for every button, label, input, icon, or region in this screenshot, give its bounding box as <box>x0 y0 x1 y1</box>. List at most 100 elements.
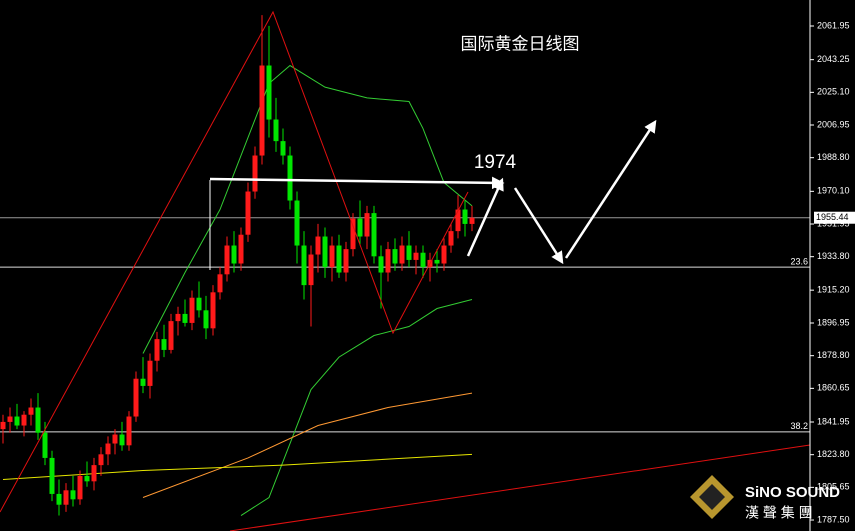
indicator-line <box>142 64 473 354</box>
y-tick-label: 1787.50 <box>817 514 850 524</box>
candle-body <box>413 252 419 260</box>
candle-body <box>105 443 111 455</box>
candle-body <box>441 245 447 264</box>
forecast-arrow <box>466 177 504 257</box>
annotation: 1974 <box>474 152 517 173</box>
candle-body <box>252 155 258 192</box>
candle-body <box>196 297 202 311</box>
y-tick-label: 1841.95 <box>817 416 850 426</box>
candle-body <box>147 360 153 386</box>
chart-title: 国际黄金日线图 <box>461 34 580 53</box>
candle-body <box>168 321 174 350</box>
candle-body <box>385 249 391 273</box>
forecast-arrow <box>513 187 564 265</box>
candle-body <box>301 245 307 286</box>
indicator-line <box>240 299 473 516</box>
candle-body <box>308 254 314 286</box>
candle-body <box>287 155 293 201</box>
y-tick-label: 1970.10 <box>817 186 850 196</box>
plot-area: 23.6 38.2 <box>0 15 810 516</box>
candle-body <box>350 218 356 250</box>
candle-body <box>273 119 279 142</box>
trend-line <box>229 444 811 531</box>
candle-body <box>448 231 454 246</box>
candle-body <box>84 475 90 482</box>
candle-body <box>245 191 251 235</box>
y-tick-label: 1823.80 <box>817 449 850 459</box>
candle-body <box>434 259 440 264</box>
candle-body <box>392 249 398 264</box>
y-tick-label: 1860.65 <box>817 383 850 393</box>
candle-body <box>259 65 265 156</box>
candle-body <box>217 274 223 293</box>
candle-body <box>21 414 27 426</box>
candle-body <box>119 434 125 446</box>
candle-body <box>399 245 405 264</box>
candle-body <box>462 209 468 224</box>
y-tick-label: 1915.20 <box>817 285 850 295</box>
candle-body <box>378 256 384 273</box>
candle-body <box>7 416 13 422</box>
candle-body <box>98 454 104 466</box>
candle-body <box>91 465 97 482</box>
candle-body <box>266 65 272 120</box>
candle-body <box>210 292 216 329</box>
candle-body <box>77 475 83 500</box>
y-tick-label: 1988.80 <box>817 152 850 162</box>
candle-body <box>189 297 195 323</box>
candle-body <box>63 490 69 505</box>
fib-label: 38.2 <box>790 421 808 431</box>
candle-body <box>322 236 328 268</box>
candle-body <box>224 245 230 275</box>
candle-body <box>420 252 426 268</box>
candle-body <box>175 313 181 322</box>
logo-subtitle: 漢 聲 集 團 <box>745 505 813 521</box>
candle-body <box>112 434 118 444</box>
candle-body <box>238 234 244 264</box>
candle-body <box>0 421 6 430</box>
y-tick-label: 1896.95 <box>817 317 850 327</box>
candle-body <box>315 236 321 255</box>
candle-body <box>371 213 377 257</box>
candle-body <box>329 245 335 268</box>
current-price-box <box>814 211 855 224</box>
candle-body <box>336 245 342 273</box>
indicator-line <box>2 453 473 481</box>
candle-body <box>182 313 188 323</box>
candle-body <box>469 217 475 224</box>
candle-body <box>140 378 146 386</box>
candle-body <box>455 209 461 232</box>
y-tick-label: 1878.80 <box>817 350 850 360</box>
candle-body <box>406 245 412 260</box>
candle-body <box>28 407 34 415</box>
candle-body <box>364 213 370 237</box>
target-arrow <box>209 176 505 190</box>
forecast-arrow <box>564 119 657 259</box>
y-tick-label: 2025.10 <box>817 87 850 97</box>
logo-name: SiNO SOUND <box>745 484 840 501</box>
candle-body <box>49 457 55 494</box>
logo: SiNO SOUND 漢 聲 集 團 <box>690 475 840 521</box>
candle-body <box>70 490 76 500</box>
candle-body <box>14 416 20 426</box>
candle-body <box>294 200 300 246</box>
current-price-label: 1955.44 <box>816 212 849 222</box>
fib-label: 23.6 <box>790 256 808 266</box>
candle-body <box>357 218 363 237</box>
candle-body <box>35 407 41 433</box>
candle-body <box>203 310 209 329</box>
candle-body <box>161 339 167 350</box>
candle-body <box>126 416 132 446</box>
indicator-line <box>142 392 473 498</box>
candle-body <box>154 339 160 361</box>
y-tick-label: 1933.80 <box>817 251 850 261</box>
logo-icon <box>699 484 725 510</box>
candle-body <box>231 245 237 264</box>
y-tick-label: 1805.65 <box>817 482 850 492</box>
y-tick-label: 2061.95 <box>817 20 850 30</box>
y-tick-label: 2043.25 <box>817 54 850 64</box>
candle-body <box>343 249 349 273</box>
candle-body <box>133 378 139 417</box>
candle-body <box>280 141 286 156</box>
